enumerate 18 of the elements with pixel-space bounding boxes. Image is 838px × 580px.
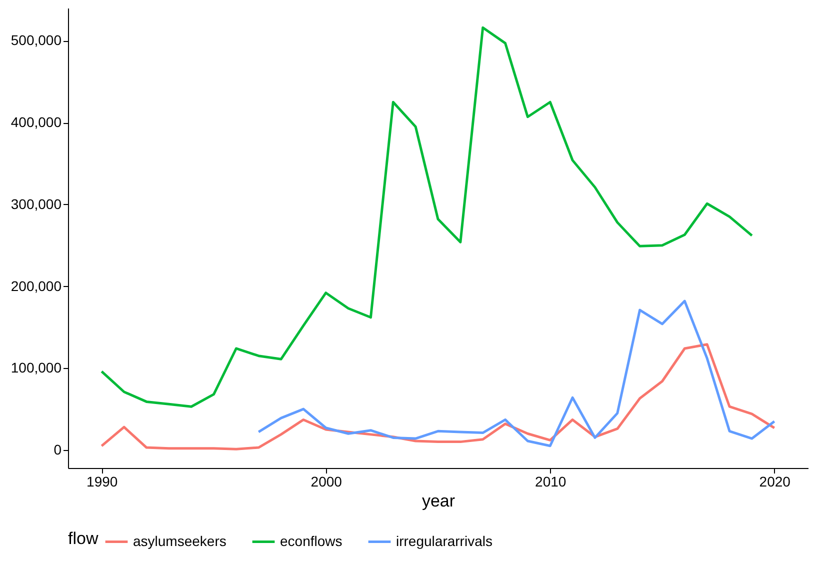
y-tick-label: 0 — [54, 441, 62, 458]
x-tick-label: 1990 — [86, 474, 118, 490]
y-tick-label: 400,000 — [10, 114, 62, 130]
y-tick-label: 200,000 — [10, 278, 62, 294]
y-tick-label: 100,000 — [10, 360, 62, 376]
x-axis-title: year — [422, 492, 456, 510]
x-tick-label: 2020 — [759, 474, 791, 490]
line-series — [100, 343, 776, 450]
y-tick-label: 300,000 — [10, 196, 62, 212]
legend-label: irregulararrivals — [396, 532, 492, 549]
x-tick-label: 2000 — [310, 474, 342, 490]
legend-label: asylumseekers — [133, 532, 226, 549]
x-tick-label: 2010 — [535, 474, 566, 490]
legend-title: flow — [68, 529, 99, 548]
line-series — [257, 300, 776, 448]
line-series — [100, 26, 754, 408]
legend-label: econflows — [280, 532, 342, 549]
y-tick-label: 500,000 — [10, 32, 62, 48]
